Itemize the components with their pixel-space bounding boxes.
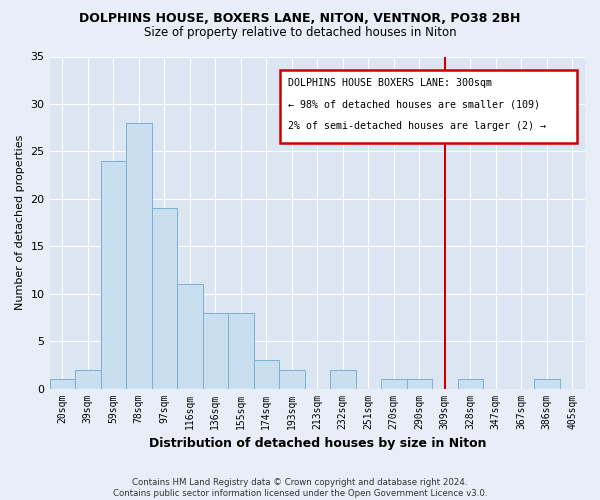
Bar: [152, 208, 177, 388]
Bar: [534, 379, 560, 388]
FancyBboxPatch shape: [280, 70, 577, 143]
Text: 2% of semi-detached houses are larger (2) →: 2% of semi-detached houses are larger (2…: [288, 122, 546, 132]
Text: DOLPHINS HOUSE BOXERS LANE: 300sqm: DOLPHINS HOUSE BOXERS LANE: 300sqm: [288, 78, 492, 88]
Bar: [381, 379, 407, 388]
Text: Contains HM Land Registry data © Crown copyright and database right 2024.
Contai: Contains HM Land Registry data © Crown c…: [113, 478, 487, 498]
Bar: [50, 379, 75, 388]
Bar: [126, 123, 152, 388]
Bar: [254, 360, 279, 388]
Text: DOLPHINS HOUSE, BOXERS LANE, NITON, VENTNOR, PO38 2BH: DOLPHINS HOUSE, BOXERS LANE, NITON, VENT…: [79, 12, 521, 26]
Bar: [101, 161, 126, 388]
Bar: [203, 312, 228, 388]
Bar: [75, 370, 101, 388]
Bar: [458, 379, 483, 388]
Bar: [330, 370, 356, 388]
Bar: [407, 379, 432, 388]
Bar: [228, 312, 254, 388]
Text: Size of property relative to detached houses in Niton: Size of property relative to detached ho…: [143, 26, 457, 39]
X-axis label: Distribution of detached houses by size in Niton: Distribution of detached houses by size …: [149, 437, 486, 450]
Text: ← 98% of detached houses are smaller (109): ← 98% of detached houses are smaller (10…: [288, 100, 540, 110]
Bar: [177, 284, 203, 389]
Bar: [279, 370, 305, 388]
Y-axis label: Number of detached properties: Number of detached properties: [15, 135, 25, 310]
